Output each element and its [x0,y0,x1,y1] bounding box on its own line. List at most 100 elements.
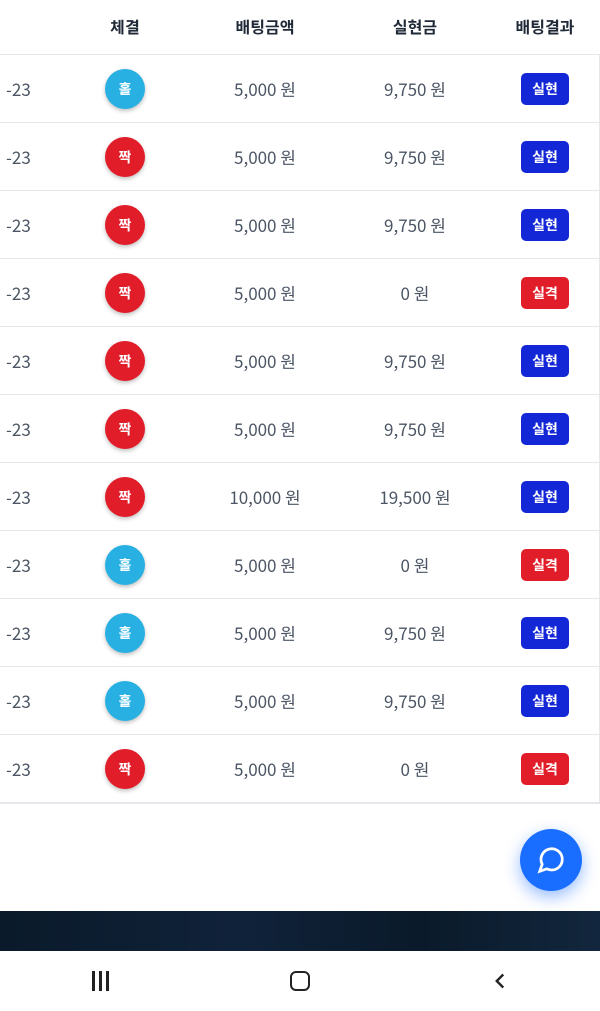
result-badge: 실격 [521,753,569,785]
pick-chip: 짝 [105,137,145,177]
cell-realized-amount: 9,750 원 [340,395,490,463]
table-row[interactable]: -23 홀 5,000 원9,750 원 실현 [0,599,600,667]
cell-realized-amount: 0 원 [340,531,490,599]
result-badge: 실현 [521,73,569,105]
result-badge: 실현 [521,345,569,377]
cell-bet-amount: 5,000 원 [190,259,340,327]
cell-bet-amount: 5,000 원 [190,599,340,667]
cell-realized-amount: 9,750 원 [340,667,490,735]
table-row[interactable]: -23홀5,000 원0 원 실격 [0,531,600,599]
pick-chip: 짝 [105,749,145,789]
nav-home[interactable] [240,971,360,991]
cell-bet-amount: 10,000 원 [190,463,340,531]
cell-date: -23 [0,599,60,667]
table-row[interactable]: -23짝5,000 원9,750 원실현 [0,327,600,395]
pick-chip: 홀 [105,613,145,653]
result-badge: 실격 [521,549,569,581]
cell-realized-amount: 9,750 원 [340,55,490,123]
cell-result: 실현 [490,463,600,531]
cell-result: 실현 [490,123,600,191]
cell-date: -23 [0,463,60,531]
cell-pick: 홀 [60,55,190,123]
cell-realized-amount: 9,750 원 [340,191,490,259]
android-navbar [0,951,600,1011]
cell-date: -23 [0,191,60,259]
table-row[interactable]: -23 홀 5,000 원9,750 원 실현 [0,667,600,735]
cell-realized-amount: 9,750 원 [340,327,490,395]
cell-result: 실현 [490,191,600,259]
cell-bet-amount: 5,000 원 [190,123,340,191]
pick-chip: 짝 [105,477,145,517]
cell-result: 실현 [490,599,600,667]
header-result: 배팅결과 [490,0,600,55]
cell-date: -23 [0,395,60,463]
cell-result: 실현 [490,667,600,735]
table-row[interactable]: -23 짝 10,000 원19,500 원 실현 [0,463,600,531]
recent-apps-icon [92,971,109,991]
header-pick: 체결 [60,0,190,55]
pick-chip: 홀 [105,69,145,109]
cell-pick: 짝 [60,123,190,191]
table-row[interactable]: -23 짝 5,000 원0 원 실격 [0,735,600,803]
table-row[interactable]: -23 짝 5,000 원9,750 원 실현 [0,123,600,191]
nav-recent-apps[interactable] [40,971,160,991]
chat-icon [536,845,566,875]
betting-table: 체결 배팅금액 실현금 배팅결과 -23홀5,000 원9,750 원실현-23… [0,0,600,803]
table-row[interactable]: -23 짝 5,000 원9,750 원 실현 [0,191,600,259]
cell-result: 실격 [490,259,600,327]
page-root: ✶ 마진 체결 배팅금액 실현금 배팅결과 -23홀5,000 원9,750 원… [0,0,600,1011]
cell-pick: 홀 [60,599,190,667]
cell-pick: 홀 [60,531,190,599]
table-row[interactable]: -23짝5,000 원0 원실격 [0,259,600,327]
cell-bet-amount: 5,000 원 [190,191,340,259]
cell-realized-amount: 9,750 원 [340,123,490,191]
cell-pick: 짝 [60,191,190,259]
header-realized: 실현금 [340,0,490,55]
pick-chip: 짝 [105,273,145,313]
cell-date: -23 [0,735,60,803]
cell-bet-amount: 5,000 원 [190,55,340,123]
cell-date: -23 [0,327,60,395]
cell-pick: 짝 [60,259,190,327]
cell-date: -23 [0,531,60,599]
header-bet: 배팅금액 [190,0,340,55]
result-badge: 실현 [521,141,569,173]
cell-result: 실격 [490,735,600,803]
result-badge: 실현 [521,685,569,717]
result-badge: 실현 [521,481,569,513]
home-icon [290,971,310,991]
cell-result: 실현 [490,395,600,463]
cell-result: 실현 [490,55,600,123]
cell-pick: 짝 [60,395,190,463]
cell-pick: 짝 [60,463,190,531]
cell-pick: 홀 [60,667,190,735]
result-badge: 실현 [521,413,569,445]
cell-bet-amount: 5,000 원 [190,531,340,599]
cell-pick: 짝 [60,735,190,803]
cell-realized-amount: 0 원 [340,735,490,803]
nav-back[interactable] [440,968,560,994]
table-row[interactable]: -23홀5,000 원9,750 원실현 [0,55,600,123]
cell-result: 실격 [490,531,600,599]
back-icon [487,968,513,994]
cell-date: -23 [0,259,60,327]
cell-bet-amount: 5,000 원 [190,735,340,803]
cell-realized-amount: 19,500 원 [340,463,490,531]
chat-fab[interactable] [520,829,582,891]
betting-table-container: 체결 배팅금액 실현금 배팅결과 -23홀5,000 원9,750 원실현-23… [0,0,600,804]
cell-date: -23 [0,123,60,191]
pick-chip: 짝 [105,205,145,245]
cell-date: -23 [0,667,60,735]
table-body: -23홀5,000 원9,750 원실현-23짝5,000 원9,750 원실현… [0,55,600,803]
pick-chip: 홀 [105,681,145,721]
pick-chip: 짝 [105,341,145,381]
result-badge: 실현 [521,209,569,241]
cell-result: 실현 [490,327,600,395]
cell-bet-amount: 5,000 원 [190,395,340,463]
cell-realized-amount: 9,750 원 [340,599,490,667]
table-row[interactable]: -23짝5,000 원9,750 원 실현 [0,395,600,463]
cell-bet-amount: 5,000 원 [190,667,340,735]
result-badge: 실현 [521,617,569,649]
result-badge: 실격 [521,277,569,309]
footer-banner [0,911,600,951]
